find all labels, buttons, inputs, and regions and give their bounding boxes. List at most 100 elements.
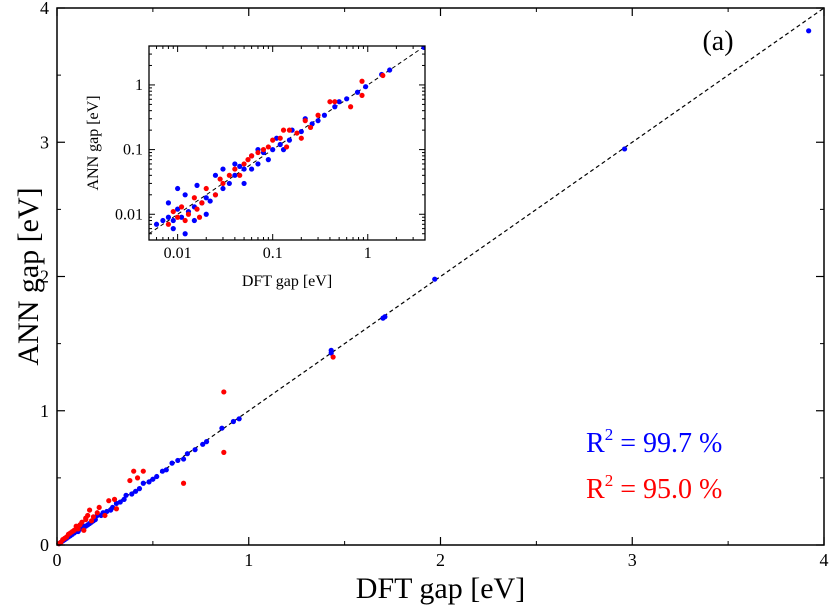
- inset-data-point-red: [286, 127, 293, 133]
- inset-data-point-blue: [286, 137, 293, 143]
- inset-data-point-red: [220, 180, 226, 187]
- data-point-red: [131, 468, 137, 474]
- inset-data-point-blue: [175, 206, 181, 212]
- y-axis-label: ANN gap [eV]: [12, 187, 45, 365]
- data-point-blue: [113, 500, 120, 506]
- inset-data-point-red: [359, 78, 365, 84]
- inset-y-tick-label: 0.01: [115, 206, 143, 223]
- inset-data-point-blue: [232, 172, 238, 178]
- data-point-red: [88, 518, 95, 524]
- inset-data-point-red: [241, 161, 247, 167]
- inset-data-point-red: [175, 214, 181, 220]
- data-point-blue: [98, 512, 104, 519]
- inset-data-point-blue: [220, 166, 226, 172]
- data-point-blue: [806, 28, 812, 34]
- inset-data-point-red: [245, 157, 251, 163]
- data-point-red: [330, 354, 336, 360]
- inset-data-point-blue: [421, 46, 425, 51]
- y-tick-label: 3: [40, 132, 49, 152]
- inset-data-point-red: [327, 99, 333, 105]
- x-tick-label: 0: [53, 550, 62, 570]
- inset-data-point-blue: [363, 84, 369, 90]
- data-point-red: [106, 498, 112, 504]
- inset-data-point-red: [307, 124, 314, 131]
- inset-data-point-blue: [226, 180, 232, 187]
- x-axis-label: DFT gap [eV]: [356, 572, 525, 605]
- inset-data-point-red: [294, 130, 300, 136]
- data-point-red: [83, 516, 89, 523]
- inset-data-point-blue: [178, 214, 185, 220]
- inset-data-point-blue: [270, 146, 276, 153]
- data-point-red: [113, 506, 120, 512]
- inset-x-tick-label: 0.1: [263, 245, 283, 262]
- inset-data-point-red: [283, 144, 290, 150]
- inset-frame: [148, 45, 426, 241]
- data-point-red: [90, 514, 97, 520]
- inset-data-point-red: [203, 185, 209, 192]
- r2-blue-annotation: R2 = 99.7 %: [586, 425, 722, 459]
- data-point-blue: [230, 418, 237, 425]
- inset-data-point-blue: [277, 141, 283, 148]
- inset-data-point-red: [170, 208, 176, 215]
- inset-y-axis-label: ANN gap [eV]: [85, 95, 102, 190]
- inset-data-point-blue: [160, 217, 166, 224]
- inset-data-point-red: [265, 144, 271, 150]
- data-point-blue: [121, 496, 127, 502]
- inset-y-tick-label: 1: [135, 77, 143, 94]
- inset-data-point-red: [277, 135, 283, 141]
- data-point-red: [127, 477, 133, 484]
- inset-data-point-red: [380, 72, 386, 79]
- diagonal-reference-line: [56, 7, 825, 546]
- inset-data-point-blue: [153, 221, 160, 227]
- inset-data-point-blue: [220, 185, 226, 192]
- inset-data-point-red: [237, 172, 243, 178]
- data-point-red: [111, 496, 118, 502]
- inset-data-point-blue: [336, 99, 342, 105]
- data-point-red: [180, 480, 187, 486]
- data-point-red: [140, 468, 146, 474]
- inset-data-point-blue: [248, 166, 255, 172]
- inset-data-point-red: [280, 127, 287, 133]
- data-point-blue: [133, 488, 139, 494]
- inset-data-point-blue: [165, 200, 172, 206]
- inset-data-point-red: [196, 214, 203, 220]
- data-point-blue: [123, 492, 129, 498]
- inset-data-point-red: [182, 217, 188, 224]
- data-point-red: [221, 449, 227, 455]
- inset-data-point-red: [178, 204, 185, 210]
- inset-data-point-blue: [212, 172, 219, 178]
- data-point-blue: [140, 480, 146, 486]
- inset-data-point-red: [298, 135, 304, 141]
- inset-x-axis-label: DFT gap [eV]: [242, 273, 332, 290]
- inset-data-point-blue: [298, 128, 304, 135]
- inset-data-point-blue: [387, 67, 393, 73]
- data-point-red: [94, 510, 100, 516]
- x-tick-label: 3: [628, 550, 637, 570]
- inset-data-point-blue: [255, 161, 261, 167]
- inset-data-point-blue: [265, 157, 271, 163]
- data-point-blue: [159, 468, 166, 474]
- data-point-blue: [200, 441, 206, 447]
- inset-data-point-red: [248, 153, 255, 159]
- data-point-blue: [169, 460, 175, 466]
- inset-data-point-blue: [241, 166, 247, 172]
- inset-data-point-red: [217, 176, 223, 182]
- y-tick-label: 1: [40, 401, 49, 421]
- inset-data-point-blue: [182, 231, 188, 237]
- inset-data-point-blue: [321, 112, 328, 118]
- data-point-blue: [136, 486, 143, 492]
- inset-data-point-blue: [170, 217, 176, 224]
- inset-data-point-blue: [241, 180, 247, 187]
- data-point-red: [86, 507, 93, 513]
- inset-data-point-blue: [237, 163, 243, 169]
- data-point-blue: [175, 457, 181, 464]
- data-point-blue: [154, 473, 160, 480]
- data-point-blue: [380, 315, 386, 321]
- inset-x-tick-label: 1: [364, 245, 372, 262]
- y-tick-label: 0: [40, 535, 49, 555]
- inset-data-point-red: [315, 112, 321, 118]
- data-point-blue: [184, 451, 190, 457]
- inset-data-point-red: [270, 137, 276, 143]
- data-point-blue: [328, 350, 334, 356]
